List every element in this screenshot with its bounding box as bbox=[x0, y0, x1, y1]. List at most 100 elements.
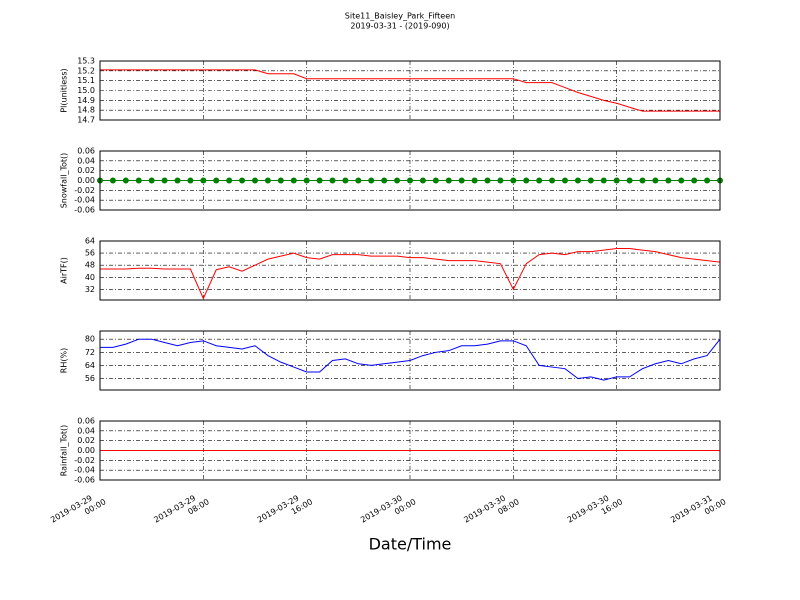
marker bbox=[639, 177, 646, 184]
series-line bbox=[100, 248, 721, 300]
marker bbox=[148, 177, 155, 184]
chart-title: Site11_Baisley_Park_Fifteen bbox=[345, 12, 455, 21]
marker bbox=[613, 177, 620, 184]
x-tick-label: 2019-03-3008:00 bbox=[462, 488, 520, 533]
y-tick-label: 56 bbox=[85, 374, 95, 383]
y-tick-label: 0.02 bbox=[77, 166, 95, 175]
y-axis-label: Pl(unitless) bbox=[60, 68, 69, 112]
y-tick-label: -0.02 bbox=[74, 456, 95, 465]
y-tick-label: 72 bbox=[85, 348, 95, 357]
marker bbox=[316, 177, 323, 184]
x-tick-label: 2019-03-2908:00 bbox=[152, 488, 210, 533]
marker bbox=[407, 177, 413, 184]
y-tick-label: -0.02 bbox=[74, 186, 95, 195]
marker bbox=[239, 177, 246, 184]
y-tick-label: 0.06 bbox=[77, 417, 95, 426]
marker bbox=[342, 177, 349, 184]
marker bbox=[536, 177, 543, 184]
y-tick-label: 0.00 bbox=[77, 446, 95, 455]
marker bbox=[419, 177, 426, 184]
marker bbox=[252, 177, 258, 184]
y-tick-label: 80 bbox=[85, 335, 95, 344]
axes-frame bbox=[99, 420, 721, 481]
marker bbox=[161, 177, 168, 184]
x-tick-label: 2019-03-3016:00 bbox=[565, 488, 623, 533]
marker bbox=[510, 177, 517, 184]
marker bbox=[574, 177, 581, 184]
y-axis-label: Rainfall_Tot() bbox=[60, 425, 69, 477]
marker bbox=[187, 177, 194, 184]
axes-frame bbox=[99, 330, 721, 391]
x-tick-label: 2019-03-3100:00 bbox=[669, 488, 727, 533]
x-tick-label: 2019-03-3000:00 bbox=[359, 488, 417, 533]
y-axis-label: Snowfall_Tot() bbox=[60, 153, 69, 209]
y-tick-label: 14.7 bbox=[77, 116, 95, 125]
y-tick-label: 32 bbox=[85, 285, 95, 294]
marker bbox=[226, 177, 233, 184]
marker bbox=[135, 177, 142, 184]
y-tick-label: -0.06 bbox=[74, 206, 95, 215]
y-axis-label: AirTF() bbox=[60, 257, 69, 284]
marker bbox=[471, 177, 478, 184]
marker bbox=[484, 177, 491, 184]
marker bbox=[109, 177, 116, 184]
marker bbox=[122, 177, 129, 184]
y-tick-label: 40 bbox=[85, 273, 95, 282]
marker bbox=[200, 177, 207, 184]
marker bbox=[445, 177, 452, 184]
marker bbox=[600, 177, 607, 184]
y-tick-label: 48 bbox=[85, 261, 95, 270]
marker bbox=[665, 177, 672, 184]
y-axis-label: RH(%) bbox=[60, 348, 69, 373]
y-tick-label: -0.04 bbox=[74, 196, 95, 205]
y-tick-label: 14.9 bbox=[77, 96, 95, 105]
marker bbox=[549, 177, 556, 184]
marker bbox=[523, 177, 530, 184]
axes-frame bbox=[99, 150, 721, 211]
marker bbox=[562, 177, 568, 184]
series-line bbox=[100, 338, 721, 381]
x-tick-label: 2019-03-2900:00 bbox=[49, 488, 107, 533]
marker bbox=[587, 177, 594, 184]
marker bbox=[626, 177, 633, 184]
marker bbox=[303, 177, 310, 184]
y-tick-label: 0.02 bbox=[77, 436, 95, 445]
y-tick-label: 64 bbox=[85, 237, 95, 246]
marker bbox=[329, 177, 336, 184]
y-tick-label: 15.1 bbox=[77, 76, 95, 85]
marker bbox=[678, 177, 685, 184]
marker bbox=[264, 177, 271, 184]
x-tick-label: 2019-03-2916:00 bbox=[255, 488, 313, 533]
y-tick-label: -0.04 bbox=[74, 466, 95, 475]
marker bbox=[213, 177, 220, 184]
y-tick-label: 0.00 bbox=[77, 176, 95, 185]
marker bbox=[174, 177, 181, 184]
x-axis-label: Date/Time bbox=[369, 535, 452, 554]
marker bbox=[290, 177, 297, 184]
y-tick-label: 56 bbox=[85, 249, 95, 258]
y-tick-label: 15.0 bbox=[77, 86, 95, 95]
marker bbox=[355, 177, 362, 184]
marker bbox=[432, 177, 439, 184]
axes-frame bbox=[99, 60, 721, 121]
marker bbox=[704, 177, 711, 184]
marker bbox=[497, 177, 504, 184]
marker bbox=[277, 177, 284, 184]
marker bbox=[458, 177, 465, 184]
y-tick-label: 0.04 bbox=[77, 156, 95, 165]
y-tick-label: 0.06 bbox=[77, 147, 95, 156]
y-tick-label: -0.06 bbox=[74, 476, 95, 485]
marker bbox=[368, 177, 375, 184]
y-tick-label: 15.2 bbox=[77, 66, 95, 75]
chart-subtitle: 2019-03-31 - (2019-090) bbox=[350, 22, 449, 31]
axes-frame bbox=[99, 240, 721, 301]
y-tick-label: 64 bbox=[85, 361, 95, 370]
y-tick-label: 0.04 bbox=[77, 426, 95, 435]
marker bbox=[652, 177, 659, 184]
marker bbox=[691, 177, 698, 184]
y-tick-label: 14.8 bbox=[77, 106, 95, 115]
y-tick-label: 15.3 bbox=[77, 57, 95, 66]
series-line bbox=[100, 69, 720, 112]
marker bbox=[381, 177, 388, 184]
